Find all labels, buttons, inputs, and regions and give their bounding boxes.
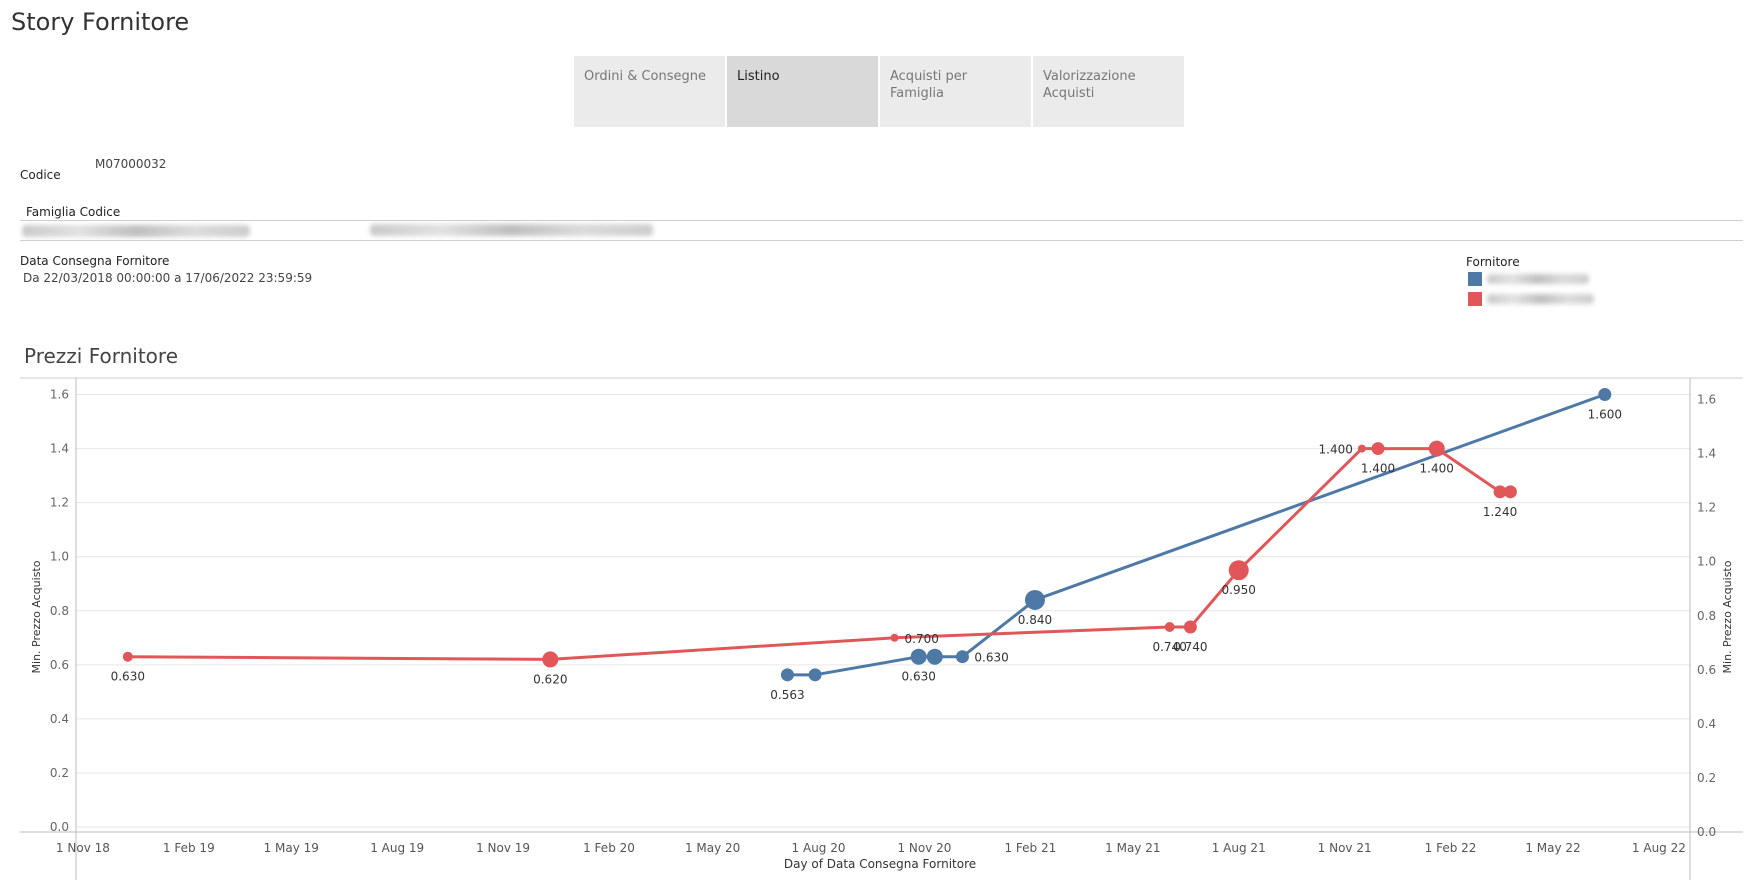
- y-axis-title-right: Min. Prezzo Acquisto: [1721, 560, 1734, 673]
- y-tick-label-right: 0.8: [1697, 609, 1716, 623]
- tab-valorizzazione-acquisti[interactable]: Valorizzazione Acquisti: [1033, 56, 1184, 127]
- story-title: Story Fornitore: [11, 8, 190, 36]
- y-tick-label-right: 0.4: [1697, 717, 1716, 731]
- legend-label-red-redacted: [1487, 294, 1594, 304]
- data-label: 1.400: [1361, 462, 1395, 476]
- data-point: [910, 648, 927, 665]
- data-consegna-value: Da 22/03/2018 00:00:00 a 17/06/2022 23:5…: [23, 271, 313, 285]
- filter-divider-bottom: [20, 240, 1743, 241]
- data-label: 0.630: [111, 670, 145, 684]
- x-tick-label: 1 Nov 18: [56, 841, 110, 855]
- series-lines: [127, 393, 1606, 677]
- x-tick-label: 1 Aug 19: [370, 841, 424, 855]
- x-tick-label: 1 Nov 21: [1318, 841, 1372, 855]
- y-tick-label-left: 1.4: [50, 442, 69, 456]
- x-tick-label: 1 May 21: [1105, 841, 1160, 855]
- y-tick-label-right: 1.2: [1697, 501, 1716, 515]
- x-tick-label: 1 Feb 22: [1425, 841, 1477, 855]
- data-point: [122, 651, 133, 662]
- y-axis-title-left: Min. Prezzo Acquisto: [30, 560, 43, 673]
- x-axis-title: Day of Data Consegna Fornitore: [784, 857, 976, 871]
- data-labels: 0.563 0.630 0.630 0.840 1.600 0.630 0.620 0.700…: [111, 408, 1622, 702]
- y-tick-label-left: 0.0: [50, 820, 69, 834]
- x-tick-label: 1 Feb 20: [583, 841, 635, 855]
- data-label: 1.400: [1420, 462, 1454, 476]
- y-tick-label-left: 0.2: [50, 766, 69, 780]
- data-point: [1503, 485, 1517, 499]
- codice-value: M07000032: [95, 157, 167, 171]
- data-point: [1024, 589, 1045, 610]
- data-label: 0.700: [905, 632, 939, 646]
- y-tick-label-left: 0.4: [50, 712, 69, 726]
- data-point: [780, 668, 794, 682]
- x-tick-label: 1 May 19: [264, 841, 319, 855]
- data-point: [1183, 620, 1197, 634]
- data-label: 0.563: [770, 688, 804, 702]
- data-point: [1228, 560, 1249, 581]
- x-tick-label: 1 Nov 20: [897, 841, 951, 855]
- series-line-1: [127, 447, 1511, 661]
- x-tick-label: 1 May 22: [1525, 841, 1580, 855]
- legend-swatch-blue[interactable]: [1468, 272, 1482, 286]
- y-tick-label-right: 1.6: [1697, 393, 1716, 407]
- legend-title: Fornitore: [1466, 255, 1520, 269]
- tab-acquisti-per-famiglia[interactable]: Acquisti per Famiglia: [880, 56, 1031, 127]
- data-label: 0.840: [1018, 613, 1052, 627]
- y-tick-label-right: 1.0: [1697, 555, 1716, 569]
- y-tick-label-left: 1.2: [50, 496, 69, 510]
- x-tick-label: 1 Feb 19: [163, 841, 215, 855]
- y-tick-label-left: 0.6: [50, 658, 69, 672]
- y-tick-label-right: 0.2: [1697, 771, 1716, 785]
- data-point: [1371, 442, 1385, 456]
- data-points: [122, 388, 1612, 682]
- data-label: 0.740: [1152, 640, 1186, 654]
- tab-ordini-consegne[interactable]: Ordini & Consegne: [574, 56, 725, 127]
- y-tick-label-left: 1.6: [50, 388, 69, 402]
- x-tick-label: 1 Aug 22: [1632, 841, 1686, 855]
- data-label: 0.630: [902, 670, 936, 684]
- filter-divider-top: [20, 220, 1743, 221]
- legend-label-blue-redacted: [1487, 274, 1589, 284]
- x-tick-label: 1 Nov 19: [476, 841, 530, 855]
- codice-label: Codice: [20, 168, 61, 182]
- famiglia-codice-label: Famiglia Codice: [26, 205, 121, 219]
- axes: 0.0 0.2 0.4 0.6 0.8 1.0 1.2 1.4 1.6 0.0 0.2 0.4 0.6 0…: [20, 377, 1743, 880]
- y-tick-label-right: 1.4: [1697, 447, 1716, 461]
- data-point: [1357, 444, 1366, 453]
- y-tick-label-left: 0.8: [50, 604, 69, 618]
- x-tick-label: 1 Aug 21: [1212, 841, 1266, 855]
- data-point: [1598, 388, 1612, 402]
- data-label: 0.630: [974, 651, 1008, 665]
- x-tick-label: 1 May 20: [685, 841, 740, 855]
- data-point: [1164, 621, 1175, 632]
- grid-lines: [76, 394, 1690, 828]
- famiglia-codice-value-redacted-2: [370, 224, 653, 236]
- y-tick-label-right: 0.0: [1697, 825, 1716, 839]
- data-label: 1.240: [1483, 505, 1517, 519]
- data-label: 0.950: [1222, 583, 1256, 597]
- legend-swatch-red[interactable]: [1468, 292, 1482, 306]
- x-tick-label: 1 Feb 21: [1004, 841, 1056, 855]
- data-label: 1.400: [1319, 443, 1353, 457]
- data-point: [1428, 440, 1445, 457]
- data-label: 0.740: [1173, 640, 1207, 654]
- y-tick-label-left: 1.0: [50, 550, 69, 564]
- data-label: 1.600: [1588, 408, 1622, 422]
- data-label: 0.620: [533, 672, 567, 686]
- famiglia-codice-value-redacted: [22, 225, 250, 237]
- y-tick-label-right: 0.6: [1697, 663, 1716, 677]
- data-consegna-label: Data Consegna Fornitore: [20, 254, 170, 268]
- data-point: [926, 648, 943, 665]
- tab-listino[interactable]: Listino: [727, 56, 878, 127]
- x-tick-label: 1 Aug 20: [792, 841, 846, 855]
- data-point: [890, 633, 899, 642]
- data-point: [1493, 485, 1507, 499]
- data-point: [808, 668, 822, 682]
- data-point: [955, 650, 969, 664]
- chart-title: Prezzi Fornitore: [24, 344, 179, 368]
- data-point: [542, 651, 559, 668]
